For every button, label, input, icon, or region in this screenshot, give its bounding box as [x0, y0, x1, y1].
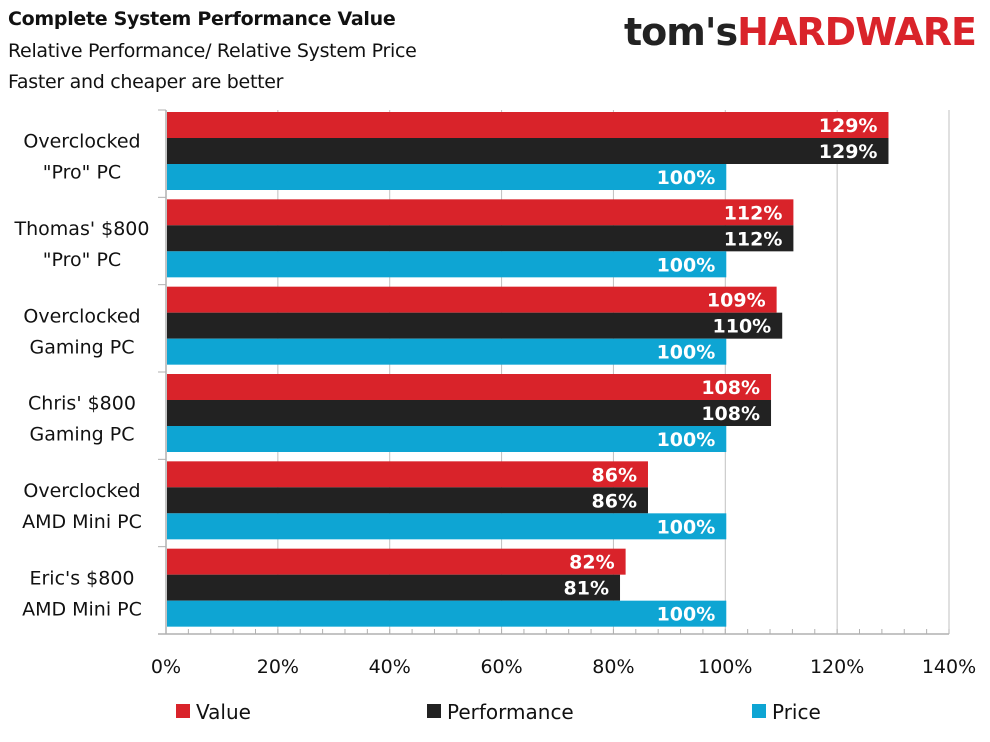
gridlines	[277, 110, 950, 634]
bar-value	[167, 286, 777, 313]
x-tick-label: 20%	[257, 656, 299, 678]
chart-subtitle-note: Faster and cheaper are better	[8, 71, 284, 93]
bar-performance	[167, 574, 621, 601]
bar-value	[167, 461, 648, 488]
legend-swatch-value	[176, 704, 190, 718]
category-label: Eric's $800 AMD Mini PC	[22, 567, 142, 620]
bar-value-label: 86%	[592, 464, 637, 486]
logo-text-toms: tom's	[624, 10, 738, 54]
bar-value-label: 100%	[657, 167, 716, 189]
bar-price	[167, 513, 727, 540]
legend-label-price: Price	[772, 700, 821, 724]
category-label-line: AMD Mini PC	[22, 511, 142, 533]
x-tick-label: 60%	[480, 656, 522, 678]
bar-value	[167, 548, 626, 575]
x-tick-label: 120%	[810, 656, 864, 678]
bar-value-label: 82%	[569, 552, 614, 574]
bar-value-label: 112%	[724, 202, 783, 224]
bar-value-label: 110%	[713, 316, 772, 338]
chart-title: Complete System Performance Value	[8, 8, 396, 30]
category-label-line: "Pro" PC	[43, 162, 121, 184]
bar-value	[167, 374, 772, 400]
bar-price	[167, 338, 727, 365]
x-tick-label: 80%	[592, 656, 634, 678]
legend-swatch-price	[752, 704, 766, 718]
x-tick-label: 40%	[369, 656, 411, 678]
bar-value-label: 86%	[592, 490, 637, 512]
category-label: Thomas' $800 "Pro" PC	[14, 218, 150, 271]
category-label-line: Chris' $800	[28, 393, 136, 415]
bar-value-label: 108%	[701, 403, 760, 425]
bar-value-label: 81%	[564, 578, 609, 600]
x-tick-label: 0%	[151, 656, 181, 678]
bar-value-label: 100%	[657, 604, 716, 626]
category-label-line: Overclocked	[23, 480, 140, 502]
legend-swatch-performance	[427, 704, 441, 718]
legend-label-performance: Performance	[447, 700, 574, 724]
category-label-line: Eric's $800	[29, 567, 134, 589]
bar-value-label: 109%	[707, 290, 766, 312]
category-label: Overclocked Gaming PC	[23, 305, 140, 358]
category-label: Chris' $800 Gaming PC	[28, 393, 136, 446]
bar-value-label: 100%	[657, 516, 716, 538]
bar-performance	[167, 225, 794, 252]
x-tick-label: 140%	[922, 656, 976, 678]
legend: Value Performance Price	[176, 700, 821, 724]
axes: 0% 20% 40% 60% 80% 100% 120% 140% Overclocked "Pr…	[14, 109, 976, 678]
category-label-line: Gaming PC	[29, 424, 134, 446]
bar-price	[167, 251, 727, 278]
brand-logo: tom'sHARDWARE	[624, 10, 977, 54]
category-label-line: AMD Mini PC	[22, 598, 142, 620]
category-label: Overclocked "Pro" PC	[23, 131, 140, 184]
bar-value-label: 100%	[657, 342, 716, 364]
logo-text-hardware: HARDWARE	[737, 10, 977, 54]
bars: 129% 129% 100% 112% 112% 100% 109% 110% 100% 108%…	[167, 112, 889, 627]
bar-value	[167, 199, 794, 226]
category-label-line: Thomas' $800	[14, 218, 150, 240]
category-label-line: Gaming PC	[29, 336, 134, 358]
bar-value-label: 129%	[819, 141, 878, 163]
chart-subtitle: Relative Performance/ Relative System Pr…	[8, 40, 417, 62]
bar-performance	[167, 487, 648, 514]
bar-value-label: 129%	[819, 115, 878, 137]
category-label-line: Overclocked	[23, 305, 140, 327]
bar-value-label: 112%	[724, 228, 783, 250]
bar-price	[167, 426, 727, 452]
bar-value	[167, 112, 889, 138]
category-label: Overclocked AMD Mini PC	[22, 480, 142, 533]
bar-performance	[167, 138, 889, 164]
bar-value-label: 100%	[657, 429, 716, 451]
bar-value-label: 108%	[701, 377, 760, 399]
category-label-line: "Pro" PC	[43, 249, 121, 271]
legend-label-value: Value	[196, 700, 251, 724]
category-label-line: Overclocked	[23, 131, 140, 153]
bar-price	[167, 600, 727, 627]
bar-price	[167, 164, 727, 190]
bar-performance	[167, 312, 783, 339]
bar-value-label: 100%	[657, 254, 716, 276]
x-tick-label: 100%	[698, 656, 752, 678]
bar-performance	[167, 400, 772, 426]
